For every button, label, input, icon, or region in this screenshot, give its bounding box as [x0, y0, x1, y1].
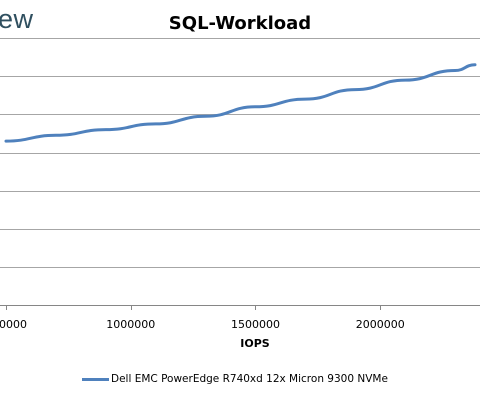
- legend-swatch: [82, 377, 109, 381]
- series-line-1: [4, 63, 477, 143]
- series-layer: [4, 63, 477, 143]
- x-tick-label: 2000000: [356, 318, 405, 331]
- x-tick-label: 1500000: [231, 318, 280, 331]
- legend: Dell EMC PowerEdge R740xd 12x Micron 930…: [82, 373, 388, 385]
- x-tick-label: 1000000: [106, 318, 155, 331]
- brand-logo-text: ew: [0, 4, 34, 34]
- x-axis-label: IOPS: [240, 337, 270, 350]
- legend-label: Dell EMC PowerEdge R740xd 12x Micron 930…: [111, 373, 388, 385]
- x-tick-label: 500000: [0, 318, 27, 331]
- x-axis: 500000 1000000 1500000 2000000: [0, 305, 480, 331]
- grid-lines: [0, 38, 480, 268]
- chart-title: SQL-Workload: [168, 13, 312, 34]
